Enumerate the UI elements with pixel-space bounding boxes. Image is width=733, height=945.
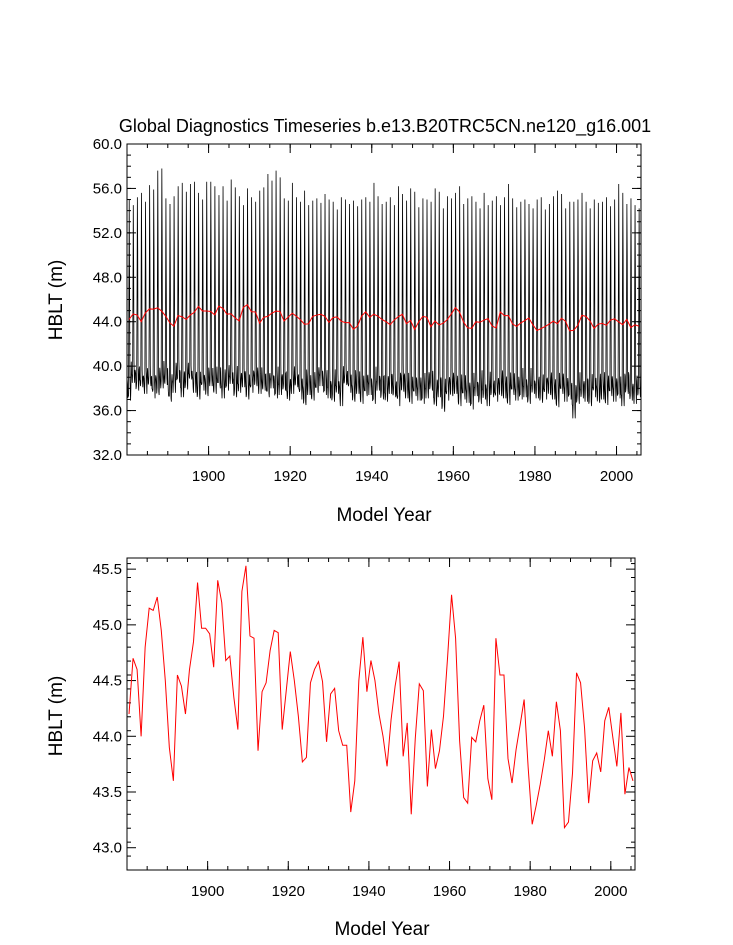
y-tick-label: 44.0	[93, 314, 122, 331]
x-axis-ticks: 1900 1920 1940 1960 1980 2000	[146, 558, 632, 900]
x-axis-title: Model Year	[336, 505, 432, 526]
y-tick-label: 36.0	[93, 403, 122, 420]
x-tick-label: 1960	[437, 468, 470, 485]
y-tick-label: 44.0	[93, 728, 122, 745]
monthly-series	[126, 168, 642, 419]
x-axis-title: Model Year	[334, 919, 430, 940]
y-tick-label: 45.0	[93, 617, 122, 634]
x-tick-label: 1960	[433, 883, 466, 900]
panel-bottom-annual: 43.0 43.5 44.0 44.5 45.0 45.5 1900 1920 1940 196…	[46, 557, 636, 940]
plot-frame	[126, 557, 636, 871]
y-tick-label: 56.0	[93, 180, 122, 197]
chart-title: Global Diagnostics Timeseries b.e13.B20T…	[119, 116, 651, 137]
x-tick-label: 2000	[600, 468, 633, 485]
y-tick-label: 43.5	[93, 784, 122, 801]
x-axis-ticks: 1900 1920 1940 1960 1980 2000	[146, 144, 638, 485]
y-tick-label: 43.0	[93, 840, 122, 857]
y-axis-title: HBLT (m)	[46, 676, 67, 757]
x-tick-label: 2000	[594, 883, 627, 900]
y-axis-ticks: 32.0 36.0 40.0 44.0 48.0 52.0 56.0 60.0	[93, 136, 641, 464]
x-tick-label: 1920	[273, 468, 306, 485]
y-tick-label: 52.0	[93, 225, 122, 242]
x-tick-label: 1980	[518, 468, 551, 485]
y-axis-title: HBLT (m)	[46, 260, 67, 341]
y-tick-label: 40.0	[93, 358, 122, 375]
panel-top-timeseries: Global Diagnostics Timeseries b.e13.B20T…	[46, 116, 651, 526]
y-axis-ticks: 43.0 43.5 44.0 44.5 45.0 45.5	[93, 561, 635, 871]
x-tick-label: 1980	[513, 883, 546, 900]
monthly-line	[126, 168, 642, 419]
plot-frame	[126, 143, 642, 456]
x-tick-label: 1940	[355, 468, 388, 485]
y-tick-label: 48.0	[93, 269, 122, 286]
y-tick-label: 45.5	[93, 561, 122, 578]
y-tick-label: 32.0	[93, 447, 122, 464]
x-tick-label: 1900	[192, 468, 225, 485]
y-tick-label: 60.0	[93, 136, 122, 153]
x-tick-label: 1920	[272, 883, 305, 900]
annual-mean-line	[128, 304, 640, 332]
x-tick-label: 1940	[352, 883, 385, 900]
annual-mean-line	[128, 565, 634, 830]
x-tick-label: 1900	[191, 883, 224, 900]
y-tick-label: 44.5	[93, 673, 122, 690]
